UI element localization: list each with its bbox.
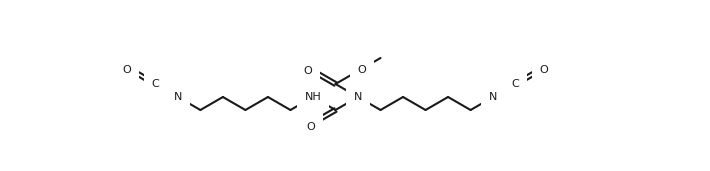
Text: NH: NH (305, 92, 322, 102)
Text: C: C (512, 79, 520, 89)
Text: N: N (174, 92, 182, 102)
Text: O: O (540, 65, 549, 75)
Text: N: N (489, 92, 497, 102)
Text: O: O (358, 65, 366, 75)
Text: O: O (122, 65, 131, 75)
Text: O: O (307, 122, 315, 132)
Text: O: O (304, 66, 312, 76)
Text: C: C (151, 79, 159, 89)
Text: N: N (354, 92, 362, 102)
